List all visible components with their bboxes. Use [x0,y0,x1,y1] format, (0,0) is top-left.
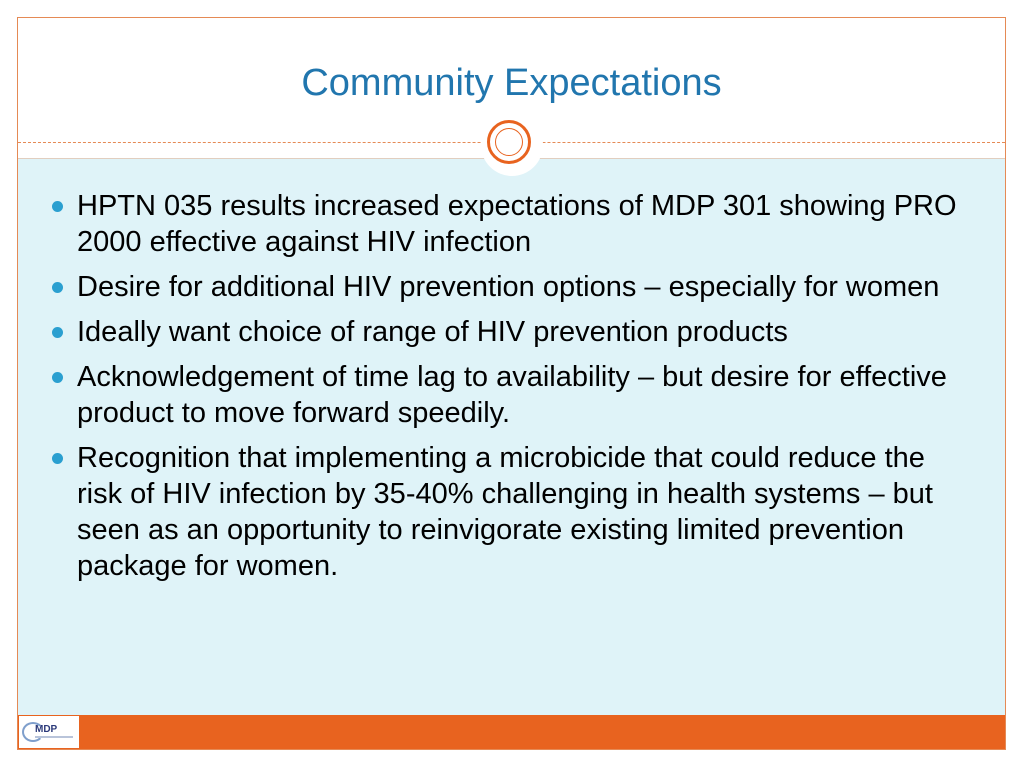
bullet-dot-icon [52,282,63,293]
slide-title: Community Expectations [301,62,722,104]
bullet-item: Recognition that implementing a microbic… [48,440,958,584]
bullet-list: HPTN 035 results increased expectations … [48,188,958,593]
bullet-item: Desire for additional HIV prevention opt… [48,269,958,305]
slide-frame: Community Expectations HPTN 035 results … [17,17,1006,750]
circle-ornament-inner [495,128,523,156]
logo-swirl-icon [22,722,44,742]
circle-ornament-icon [487,120,531,164]
bullet-item: Acknowledgement of time lag to availabil… [48,359,958,431]
logo-text: MDP [35,724,58,735]
bullet-dot-icon [52,201,63,212]
bullet-text: HPTN 035 results increased expectations … [77,190,957,258]
bullet-item: HPTN 035 results increased expectations … [48,188,958,260]
bullet-text: Desire for additional HIV prevention opt… [77,271,940,303]
bullet-text: Recognition that implementing a microbic… [77,442,933,582]
bullet-text: Ideally want choice of range of HIV prev… [77,316,788,348]
content-area [18,158,1005,734]
bullet-item: Ideally want choice of range of HIV prev… [48,314,958,350]
bullet-text: Acknowledgement of time lag to availabil… [77,361,947,429]
bullet-dot-icon [52,327,63,338]
bullet-dot-icon [52,453,63,464]
footer-bar [18,715,1005,749]
bullet-dot-icon [52,372,63,383]
mdp-logo: MDP [19,716,79,748]
logo-underline [35,736,73,738]
